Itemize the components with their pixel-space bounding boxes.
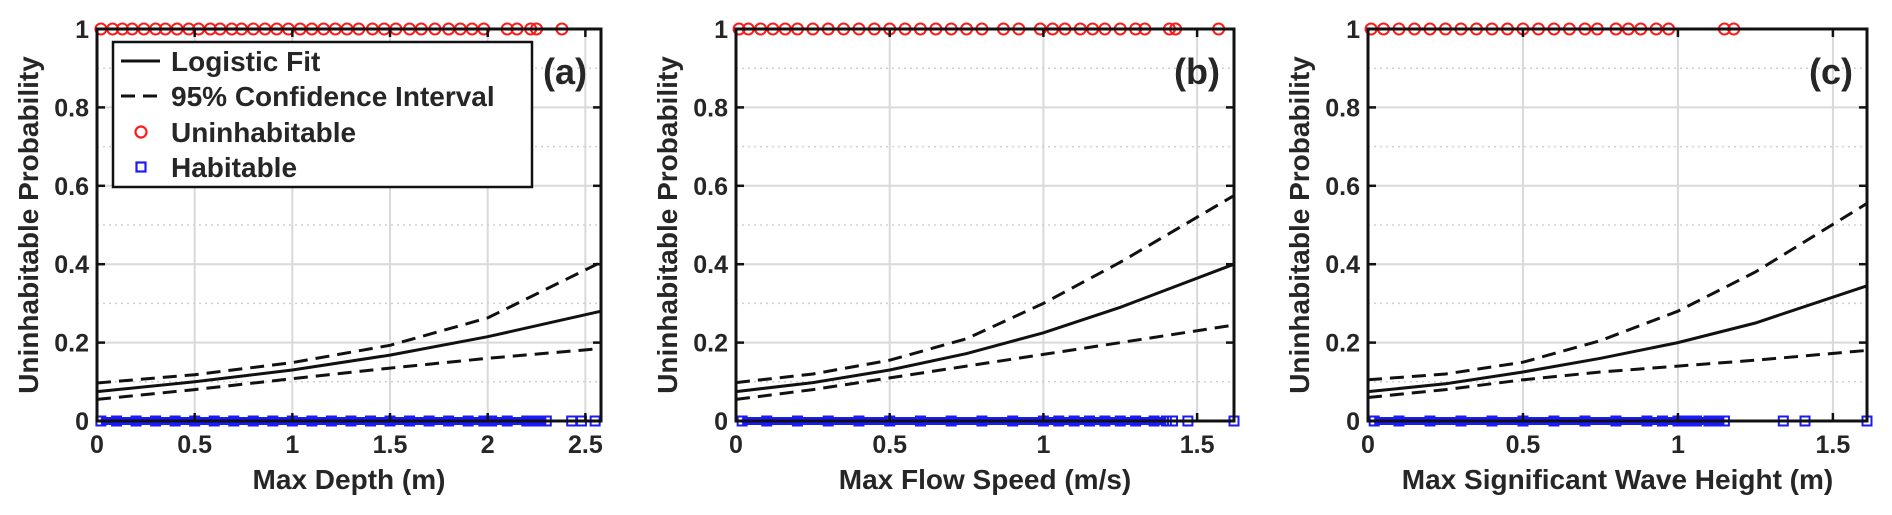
x-tick-label: 2 xyxy=(481,431,495,459)
y-tick-label: 0.4 xyxy=(1325,251,1360,279)
chart-panel-1: 0 0.2 0.4 0.6 0.8 1 0 0.5 1 1.5 2 2.5 Max Depth (m) U… xyxy=(13,16,603,495)
y-axis-label: Uninhabitable Probability xyxy=(652,56,683,394)
confidence-interval-line xyxy=(735,194,1235,385)
y-tick-label: 0.4 xyxy=(54,251,89,279)
logistic-fit-line xyxy=(735,262,1235,394)
plot-area-frame xyxy=(95,27,603,423)
x-tick-label: 2.5 xyxy=(568,431,603,459)
y-tick-label: 0 xyxy=(1346,408,1360,436)
x-tick-label: 1.5 xyxy=(1816,431,1851,459)
plot-area-frame xyxy=(1366,27,1869,423)
x-tick-label: 1 xyxy=(1036,431,1050,459)
legend-entry-label: Habitable xyxy=(171,152,297,183)
y-tick-label: 0.6 xyxy=(54,173,89,201)
y-tick-label: 0 xyxy=(714,408,728,436)
plot-area-frame xyxy=(734,27,1236,423)
panel-label: (a) xyxy=(543,51,587,92)
legend-entry-label: Logistic Fit xyxy=(171,46,320,77)
x-axis-label: Max Flow Speed (m/s) xyxy=(839,464,1132,495)
x-tick-label: 0.5 xyxy=(177,431,212,459)
y-tick-label: 0.4 xyxy=(693,251,728,279)
legend-entry-label: Uninhabitable xyxy=(171,117,356,148)
y-tick-label: 1 xyxy=(75,16,89,44)
y-tick-label: 0.2 xyxy=(693,330,728,358)
x-axis-label: Max Significant Wave Height (m) xyxy=(1402,464,1833,495)
confidence-interval-line xyxy=(96,347,602,401)
panel-label: (b) xyxy=(1174,51,1220,92)
legend-entry-label: 95% Confidence Interval xyxy=(171,81,495,112)
y-tick-label: 1 xyxy=(714,16,728,44)
confidence-interval-line xyxy=(96,260,602,385)
y-tick-label: 0 xyxy=(75,408,89,436)
legend-box xyxy=(111,40,534,189)
confidence-interval-line xyxy=(1367,348,1868,399)
x-tick-label: 0.5 xyxy=(1506,431,1541,459)
x-tick-label: 0.5 xyxy=(872,431,907,459)
x-tick-label: 1.5 xyxy=(373,431,408,459)
logistic-fit-line xyxy=(96,309,602,394)
x-tick-label: 0 xyxy=(729,431,743,459)
x-tick-label: 1.5 xyxy=(1180,431,1215,459)
chart-panel-2: 0 0.2 0.4 0.6 0.8 1 0 0.5 1 1.5 Max Flow Speed (m/… xyxy=(652,16,1240,495)
x-tick-label: 1 xyxy=(1671,431,1685,459)
y-tick-label: 0.2 xyxy=(54,330,89,358)
y-tick-label: 0.6 xyxy=(693,173,728,201)
x-tick-label: 0 xyxy=(1361,431,1375,459)
legend-circle-swatch xyxy=(134,125,148,139)
y-tick-label: 1 xyxy=(1346,16,1360,44)
y-tick-label: 0.8 xyxy=(1325,94,1360,122)
legend: Logistic Fit 95% Confidence Interval Uninh… xyxy=(111,40,534,189)
legend-square-swatch xyxy=(135,161,147,173)
y-axis-label: Uninhabitable Probability xyxy=(1284,56,1315,394)
y-axis-label: Uninhabitable Probability xyxy=(13,56,44,394)
x-axis-label: Max Depth (m) xyxy=(253,464,446,495)
y-tick-label: 0.6 xyxy=(1325,173,1360,201)
y-tick-label: 0.2 xyxy=(1325,330,1360,358)
x-tick-label: 1 xyxy=(285,431,299,459)
chart-panel-3: 0 0.2 0.4 0.6 0.8 1 0 0.5 1 1.5 Max Significant Wa… xyxy=(1284,16,1873,495)
logistic-fit-line xyxy=(1367,284,1868,394)
y-tick-label: 0.8 xyxy=(693,94,728,122)
panel-label: (c) xyxy=(1809,51,1853,92)
confidence-interval-line xyxy=(1367,202,1868,382)
confidence-interval-line xyxy=(735,323,1235,401)
y-tick-label: 0.8 xyxy=(54,94,89,122)
x-tick-label: 0 xyxy=(90,431,104,459)
